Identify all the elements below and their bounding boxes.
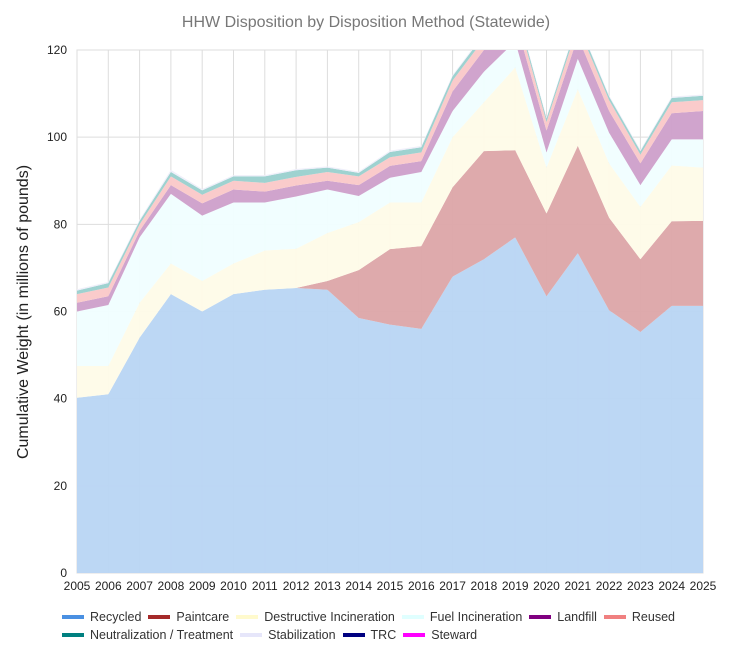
y-tick-label: 100 xyxy=(47,130,67,144)
x-tick-label: 2006 xyxy=(95,579,122,593)
x-tick-label: 2018 xyxy=(471,579,498,593)
x-tick-label: 2022 xyxy=(596,579,623,593)
x-tick-label: 2015 xyxy=(377,579,404,593)
y-tick-label: 0 xyxy=(60,566,67,580)
legend-swatch xyxy=(403,633,426,637)
legend-item[interactable]: Fuel Incineration xyxy=(401,609,523,625)
chart-title: HHW Disposition by Disposition Method (S… xyxy=(182,14,550,31)
legend-item[interactable]: TRC xyxy=(342,627,397,643)
x-tick-label: 2010 xyxy=(220,579,247,593)
legend-item[interactable]: Stabilization xyxy=(240,627,336,643)
legend-label: Stabilization xyxy=(268,628,336,642)
legend: Recycled Paintcare Destructive Incineratio… xyxy=(62,607,702,643)
x-tick-label: 2007 xyxy=(126,579,153,593)
x-tick-label: 2020 xyxy=(533,579,560,593)
legend-label: Fuel Incineration xyxy=(429,610,523,624)
series-paintcare xyxy=(77,145,703,398)
legend-label: Neutralization / Treatment xyxy=(90,628,234,642)
legend-swatch xyxy=(529,615,552,619)
y-tick-label: 60 xyxy=(54,305,68,319)
x-tick-label: 2016 xyxy=(408,579,435,593)
axes: 0 20 40 60 80 100 120 2005 2006 2007 2008 2009 2010 2… xyxy=(47,43,717,593)
x-tick-label: 2013 xyxy=(314,579,341,593)
x-tick-label: 2019 xyxy=(502,579,529,593)
legend-label: Reused xyxy=(631,610,675,624)
legend-item[interactable]: Landfill xyxy=(529,609,597,625)
legend-swatch xyxy=(603,615,626,619)
legend-label: Landfill xyxy=(557,610,597,624)
legend-swatch xyxy=(401,615,424,619)
legend-label: Steward xyxy=(431,628,478,642)
legend-label: Recycled xyxy=(90,610,142,624)
legend-swatch xyxy=(240,633,263,637)
legend-item[interactable]: Neutralization / Treatment xyxy=(62,627,233,643)
x-tick-label: 2023 xyxy=(627,579,654,593)
legend-swatch xyxy=(62,633,84,637)
y-tick-label: 120 xyxy=(47,43,67,57)
series-areas xyxy=(77,50,703,573)
legend-item[interactable]: Recycled xyxy=(62,609,141,625)
area-destructive-incineration[interactable] xyxy=(77,67,703,398)
legend-item[interactable]: Destructive Incineration xyxy=(236,609,395,625)
x-tick-label: 2014 xyxy=(345,579,372,593)
y-tick-label: 40 xyxy=(54,392,68,406)
x-tick-label: 2017 xyxy=(439,579,466,593)
series-destructive-incineration xyxy=(77,67,703,398)
legend-item[interactable]: Reused xyxy=(603,609,675,625)
x-tick-label: 2005 xyxy=(64,579,91,593)
legend-swatch xyxy=(148,615,171,619)
x-tick-label: 2025 xyxy=(690,579,717,593)
legend-item[interactable]: Paintcare xyxy=(148,609,229,625)
x-tick-label: 2011 xyxy=(252,579,278,593)
x-tick-label: 2024 xyxy=(658,579,685,593)
legend-label: TRC xyxy=(370,628,397,642)
x-tick-label: 2012 xyxy=(283,579,310,593)
legend-swatch xyxy=(62,615,84,619)
y-tick-label: 20 xyxy=(54,479,68,493)
legend-swatch xyxy=(236,615,259,619)
legend-swatch xyxy=(342,633,365,637)
legend-label: Paintcare xyxy=(176,610,230,624)
y-tick-label: 80 xyxy=(54,217,68,231)
series-recycled xyxy=(77,237,703,573)
x-tick-label: 2021 xyxy=(564,579,591,593)
legend-label: Destructive Incineration xyxy=(264,610,395,624)
area-recycled[interactable] xyxy=(77,237,703,573)
legend-item[interactable]: Steward xyxy=(403,627,477,643)
x-tick-label: 2009 xyxy=(189,579,216,593)
area-paintcare[interactable] xyxy=(77,145,703,398)
x-tick-label: 2008 xyxy=(158,579,185,593)
y-axis-label: Cumulative Weight (in millions of pounds… xyxy=(15,165,32,459)
